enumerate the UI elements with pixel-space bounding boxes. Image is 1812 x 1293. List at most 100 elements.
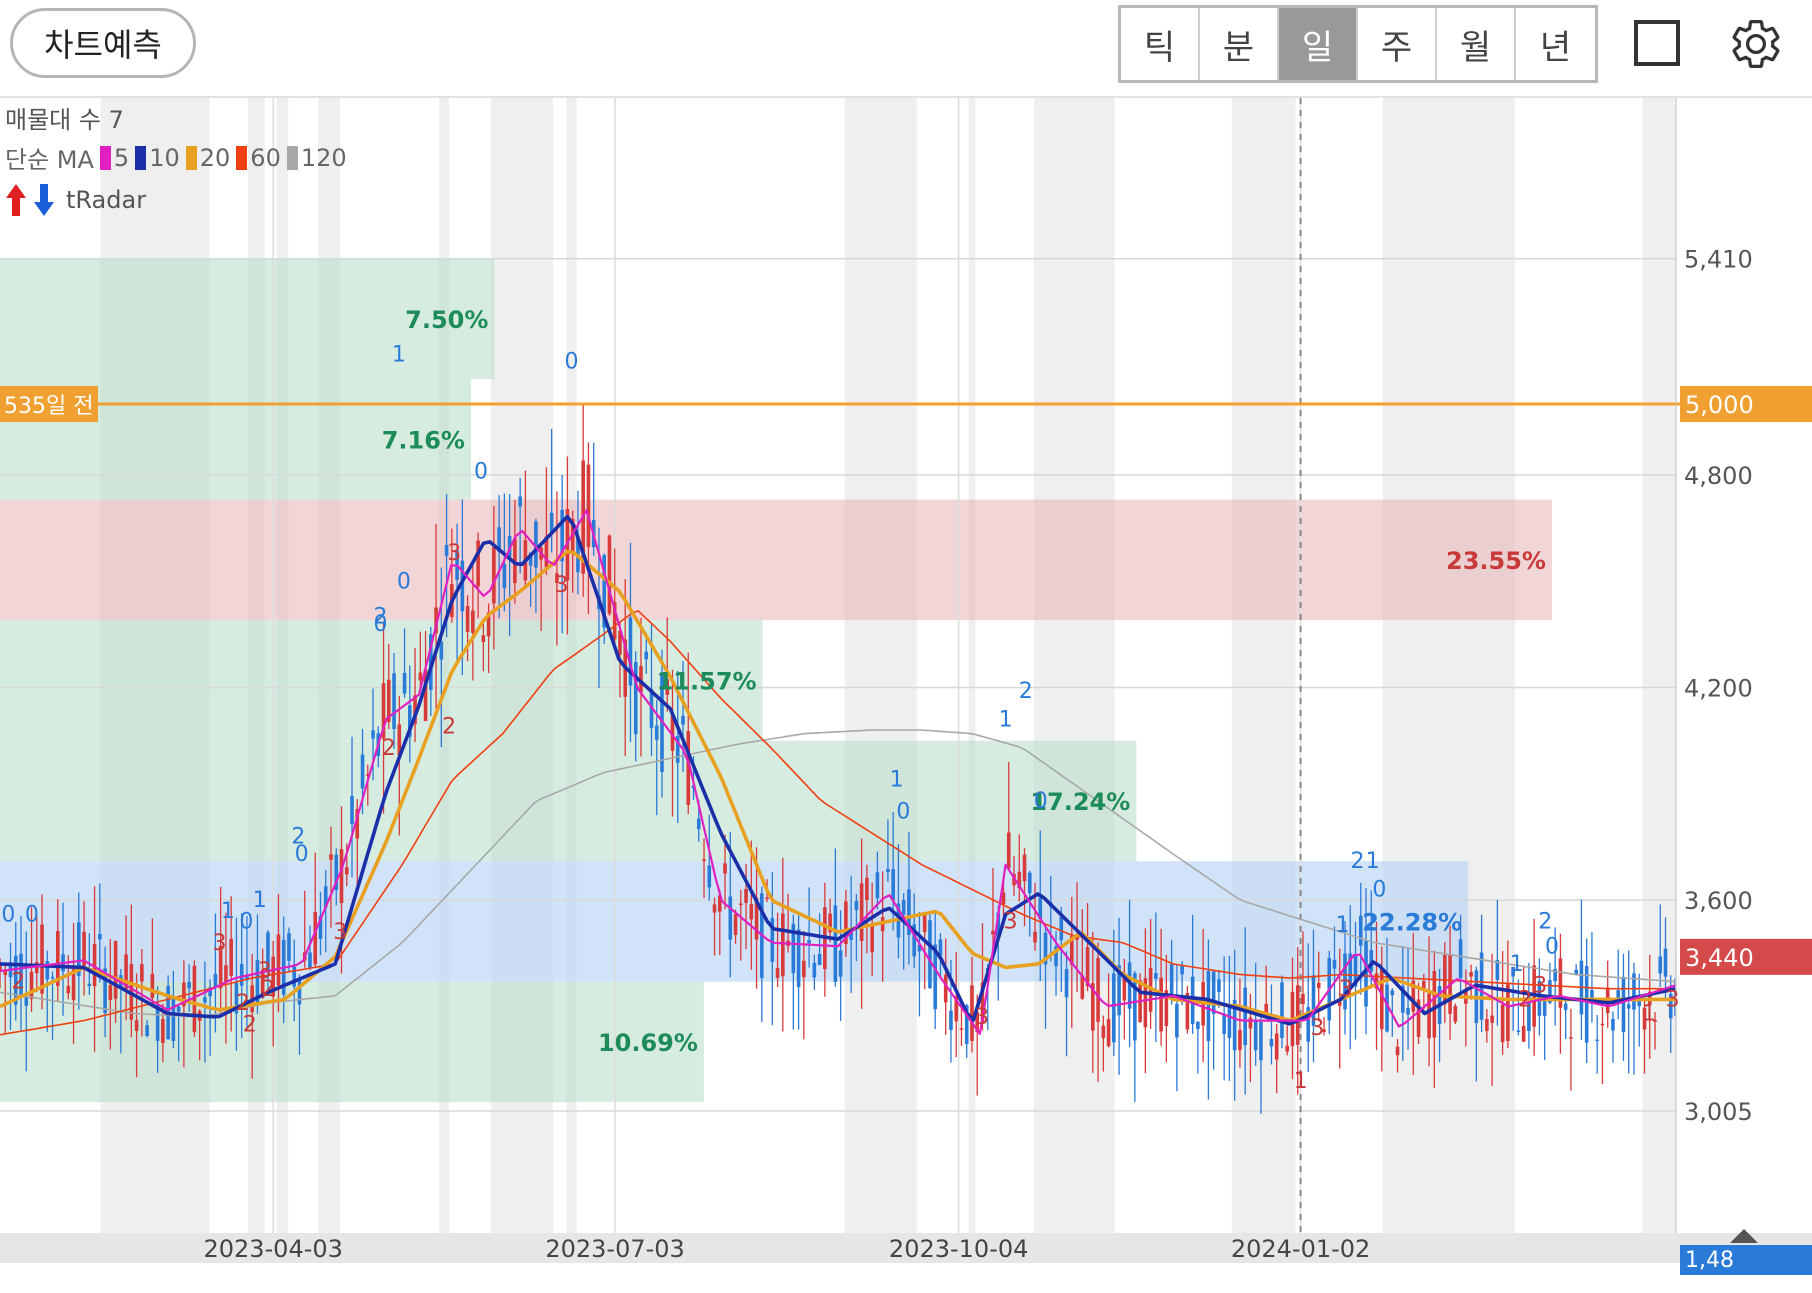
candle-body-101 (528, 552, 533, 566)
candle-body-316 (1658, 956, 1663, 974)
signal-annotation-24: 2 (243, 1012, 257, 1037)
candle-body-139 (728, 896, 733, 940)
candle-body-207 (1085, 947, 1090, 987)
signal-annotation-23: 2 (236, 991, 250, 1016)
signal-annotation-30: 3 (975, 1005, 989, 1030)
candle-body-84 (439, 641, 444, 660)
period-tab-year[interactable]: 년 (1539, 27, 1572, 68)
candle-body-104 (544, 536, 549, 568)
candle-body-180 (943, 974, 948, 1003)
volume-profile-bar-4 (0, 740, 1137, 862)
candle-body-41 (213, 973, 218, 988)
candle-body-228 (1196, 1021, 1200, 1030)
signal-annotation-5: 3 (447, 541, 461, 566)
candle-body-146 (765, 897, 769, 900)
candle-body-115 (602, 555, 607, 628)
candle-body-247 (1295, 985, 1300, 1045)
ma10-line (0, 514, 1677, 1026)
candle-body-5 (24, 995, 29, 1006)
candle-body-244 (1280, 982, 1284, 1038)
background-band-9 (1034, 98, 1115, 1263)
candle-body-303 (1590, 990, 1594, 1003)
ma20-label: 20 (199, 143, 231, 172)
candle-body-313 (1642, 1007, 1647, 1030)
candle-body-66 (344, 867, 349, 875)
candle-body-232 (1217, 979, 1221, 993)
candle-body-67 (350, 796, 354, 825)
period-tab-tick[interactable]: 틱 (1121, 8, 1200, 80)
candle-body-46 (239, 963, 244, 986)
gear-icon[interactable] (1728, 16, 1784, 72)
candle-body-204 (1069, 935, 1074, 965)
reference-price-badge (1680, 386, 1812, 422)
signal-annotation-10: 2 (382, 736, 396, 761)
signal-annotation-0: 1 (392, 342, 406, 367)
candle-body-300 (1574, 969, 1578, 975)
candle-body-80 (418, 672, 423, 681)
candle-body-51 (266, 932, 270, 970)
signal-annotation-25: 2 (261, 977, 275, 1002)
x-tick-label-0: 2023-04-03 (203, 1235, 342, 1263)
candle-body-288 (1511, 966, 1515, 977)
candle-body-231 (1211, 971, 1216, 1014)
candle-body-238 (1248, 1017, 1253, 1029)
candle-body-125 (654, 725, 659, 740)
volume-profile-label: 매물대 수 7 (5, 106, 124, 134)
reference-price-badge-label: 5,000 (1685, 391, 1754, 419)
candle-body-129 (675, 736, 680, 763)
candle-body-185 (970, 985, 974, 1042)
signal-annotation-16: 0 (239, 909, 253, 934)
candle-body-89 (465, 605, 470, 632)
period-tab-day[interactable]: 일 (1279, 8, 1358, 80)
candle-body-237 (1243, 987, 1247, 1046)
x-tick-label-1: 2023-07-03 (545, 1235, 684, 1263)
candle-body-88 (460, 560, 465, 612)
price-chart[interactable]: 5,410 4,800 4,200 3,600 3,005 5,000 535일 전 3,44… (0, 98, 1812, 1293)
candle-body-62 (323, 886, 328, 908)
candle-body-18 (92, 944, 97, 987)
candle-body-230 (1206, 971, 1211, 1042)
candle-body-71 (371, 730, 375, 739)
candle-body-233 (1222, 1013, 1226, 1034)
candle-body-195 (1022, 854, 1027, 882)
candle-body-260 (1364, 940, 1368, 1007)
candle-body-6 (29, 971, 34, 1000)
fullscreen-square-icon[interactable] (1634, 20, 1680, 66)
candle-body-135 (707, 865, 712, 888)
candle-body-203 (1064, 969, 1069, 998)
candle-body-298 (1563, 1003, 1568, 1010)
period-tab-minute[interactable]: 분 (1200, 8, 1279, 80)
candle-body-186 (975, 1012, 980, 1033)
y-tick-label-3: 4,200 (1684, 675, 1753, 703)
candle-body-273 (1432, 970, 1437, 1038)
candle-body-211 (1106, 1019, 1111, 1047)
candle-body-11 (55, 931, 60, 986)
candle-body-91 (476, 540, 480, 587)
ma60-label: 60 (250, 143, 281, 172)
candle-body-64 (334, 854, 339, 891)
ma60-swatch (236, 145, 248, 170)
volume-profile-bar-2 (0, 499, 1552, 621)
period-tab-week[interactable]: 주 (1358, 8, 1437, 80)
candle-body-30 (155, 1004, 160, 1041)
signal-annotation-46: 1 (1642, 1002, 1656, 1027)
candle-body-90 (471, 610, 475, 633)
period-tab-month[interactable]: 월 (1437, 8, 1516, 80)
candle-body-312 (1637, 997, 1642, 1007)
candle-body-117 (612, 602, 617, 640)
candle-body-317 (1663, 948, 1668, 977)
candle-body-290 (1521, 1025, 1526, 1042)
candle-body-141 (739, 903, 743, 906)
candle-body-155 (812, 962, 817, 978)
candle-body-49 (255, 959, 260, 1003)
candle-body-107 (560, 509, 564, 562)
candle-body-201 (1054, 946, 1058, 967)
candle-body-243 (1274, 1033, 1279, 1060)
chart-predict-button[interactable]: 차트예측 (10, 8, 196, 78)
background-band-12 (1642, 98, 1676, 1263)
candle-body-85 (444, 544, 449, 556)
candle-body-140 (733, 914, 738, 936)
candle-body-209 (1096, 957, 1100, 1022)
signal-annotation-33: 2 (1351, 849, 1365, 874)
candle-body-158 (828, 913, 832, 933)
